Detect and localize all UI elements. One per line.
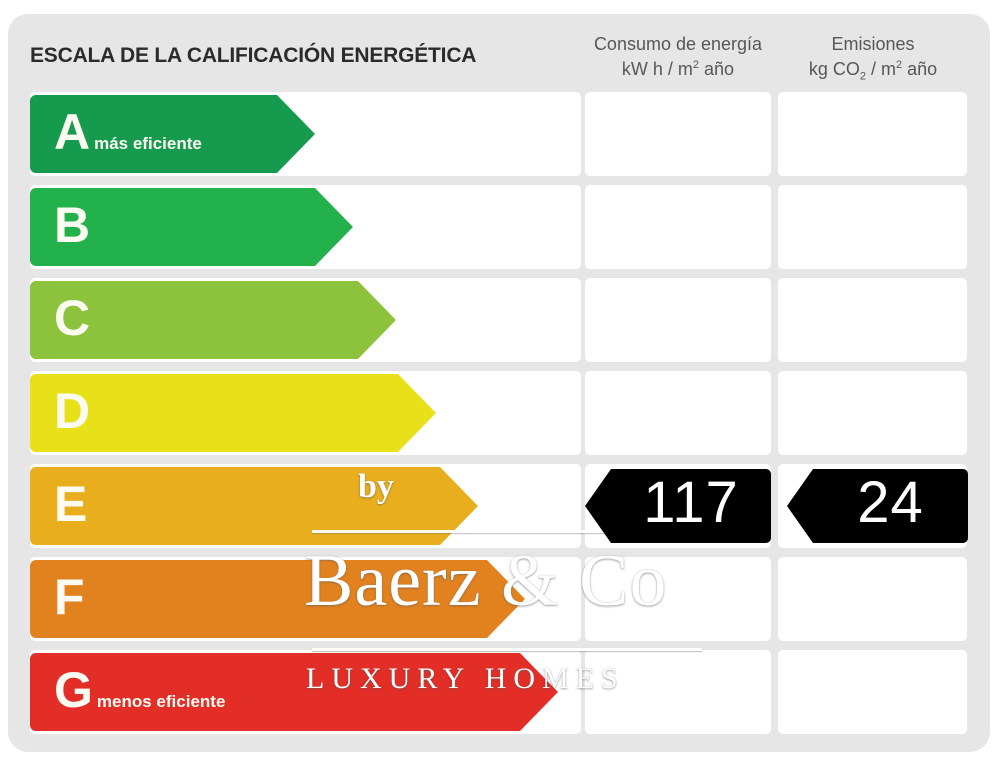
column-header-emisiones: Emisiones kg CO2 / m2 año bbox=[777, 32, 969, 82]
cell-consumo-g bbox=[585, 650, 771, 734]
bar-arrow-tip-c bbox=[358, 281, 396, 359]
cell-consumo-a bbox=[585, 92, 771, 176]
badge-arrow-consumo bbox=[585, 469, 611, 543]
cell-emisiones-c bbox=[778, 278, 967, 362]
cell-emisiones-g bbox=[778, 650, 967, 734]
grade-bar-b: B bbox=[30, 188, 353, 266]
badge-value-consumo: 117 bbox=[643, 470, 739, 535]
grade-letter-g: G bbox=[54, 662, 93, 718]
cell-emisiones-d bbox=[778, 371, 967, 455]
cell-consumo-c bbox=[585, 278, 771, 362]
column-header-emisiones-line1: Emisiones bbox=[831, 34, 915, 54]
cell-emisiones-b bbox=[778, 185, 967, 269]
bar-arrow-tip-a bbox=[277, 95, 315, 173]
bar-arrow-tip-b bbox=[315, 188, 353, 266]
cell-consumo-f bbox=[585, 557, 771, 641]
cell-emisiones-f bbox=[778, 557, 967, 641]
bar-arrow-tip-g bbox=[520, 653, 558, 731]
value-badge-consumo: 117 bbox=[585, 469, 771, 543]
column-header-consumo-line1: Consumo de energía bbox=[593, 34, 763, 54]
value-badge-emisiones: 24 bbox=[787, 469, 968, 543]
bar-arrow-tip-e bbox=[440, 467, 478, 545]
grade-letter-b: B bbox=[54, 197, 91, 253]
cell-emisiones-a bbox=[778, 92, 967, 176]
efficiency-note-a: más eficiente bbox=[94, 134, 202, 153]
grade-bar-d: D bbox=[30, 374, 436, 452]
cell-consumo-d bbox=[585, 371, 771, 455]
cell-consumo-b bbox=[585, 185, 771, 269]
grade-bar-f: F bbox=[30, 560, 525, 638]
bar-arrow-tip-f bbox=[487, 560, 525, 638]
badge-value-emisiones: 24 bbox=[857, 470, 924, 535]
grade-bar-c: C bbox=[30, 281, 396, 359]
column-header-consumo-line2: kW h / m2 año bbox=[621, 59, 735, 79]
grade-letter-f: F bbox=[54, 569, 85, 625]
efficiency-note-g: menos eficiente bbox=[96, 692, 226, 711]
badge-arrow-emisiones bbox=[787, 469, 813, 543]
grade-letter-a: A bbox=[54, 104, 91, 160]
grade-bar-e: E bbox=[30, 467, 478, 545]
grade-letter-d: D bbox=[54, 383, 91, 439]
column-header-emisiones-line2: kg CO2 / m2 año bbox=[808, 59, 938, 83]
column-header-consumo: Consumo de energía kW h / m2 año bbox=[584, 32, 772, 82]
grade-letter-e: E bbox=[54, 476, 88, 532]
bar-arrow-tip-d bbox=[398, 374, 436, 452]
grade-letter-c: C bbox=[54, 290, 91, 346]
page-title: ESCALA DE LA CALIFICACIÓN ENERGÉTICA bbox=[30, 44, 477, 67]
